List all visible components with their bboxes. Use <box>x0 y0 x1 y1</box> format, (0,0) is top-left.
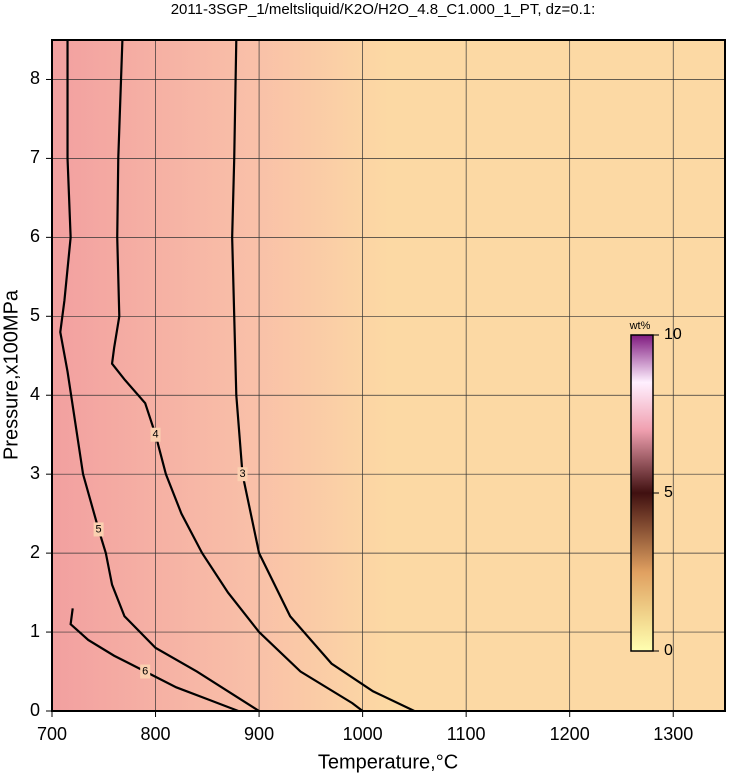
y-tick-label: 4 <box>30 384 40 404</box>
contour-label: 3 <box>239 468 245 480</box>
y-tick-label: 2 <box>30 542 40 562</box>
contour-label-bg <box>150 427 161 442</box>
x-tick-label: 1100 <box>447 724 486 744</box>
plot-background <box>52 40 725 711</box>
y-tick-label: 0 <box>30 700 40 720</box>
contour-label-bg <box>237 467 248 482</box>
x-tick-label: 800 <box>141 724 171 744</box>
colorbar-tick-label: 10 <box>664 326 682 343</box>
y-tick-label: 1 <box>30 621 40 641</box>
contour-label: 6 <box>142 665 148 677</box>
contour-label-bg <box>140 664 151 679</box>
y-tick-label: 3 <box>30 463 40 483</box>
plot-frame <box>51 39 726 712</box>
x-tick-label: 900 <box>244 724 274 744</box>
contour-label: 4 <box>152 429 158 441</box>
contour-line <box>69 608 239 713</box>
y-tick-label: 6 <box>30 226 40 246</box>
x-tick-label: 700 <box>37 724 67 744</box>
y-tick-label: 5 <box>30 305 40 325</box>
colorbar-label: wt% <box>629 320 651 332</box>
colorbar-tick-label: 5 <box>664 484 673 501</box>
contour-label-bg <box>93 522 104 537</box>
x-tick-label: 1000 <box>343 724 383 744</box>
colorbar <box>630 334 654 652</box>
y-axis-label: Pressure,x100MPa <box>0 289 22 460</box>
x-tick-label: 1300 <box>653 724 693 744</box>
x-tick-label: 1200 <box>550 724 590 744</box>
chart-title: 2011-3SGP_1/meltsliquid/K2O/H2O_4.8_C1.0… <box>171 1 596 18</box>
colorbar-tick-label: 0 <box>664 642 673 659</box>
contour-label: 5 <box>96 523 102 535</box>
y-tick-label: 7 <box>30 147 40 167</box>
x-axis-label: Temperature,°C <box>318 751 458 773</box>
y-tick-label: 8 <box>30 68 40 88</box>
